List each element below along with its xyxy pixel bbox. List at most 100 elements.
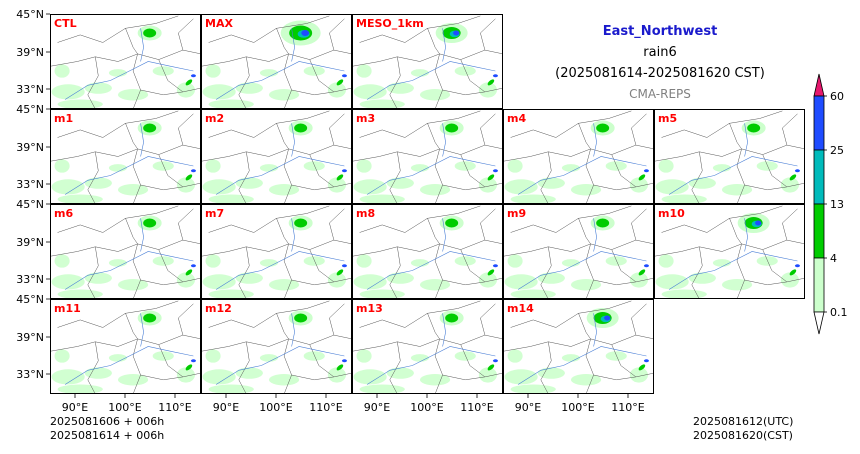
rain-area-light [570, 184, 602, 196]
rain-area-light [51, 179, 85, 195]
rain-area-light [510, 384, 556, 394]
rain-area-light [688, 177, 716, 189]
province-boundary [427, 123, 443, 204]
valid-time-cst: 2025081620(CST) [693, 429, 793, 442]
province-boundary [352, 239, 503, 257]
rain-area-light [478, 272, 497, 288]
rain-area-light [202, 369, 236, 385]
rain-area-light [780, 177, 799, 193]
rain-area-light [356, 64, 372, 78]
province-boundary [540, 341, 552, 394]
province-boundary [125, 218, 141, 299]
rain-area-light [655, 274, 689, 290]
province-boundary [359, 205, 481, 233]
init-time-line-1: 2025081606 + 006h [50, 415, 165, 428]
lon-tick-label: 110°E [611, 401, 644, 414]
rain-area-light [605, 161, 627, 171]
lon-tick-label: 110°E [158, 401, 191, 414]
province-boundary [611, 344, 654, 378]
province-boundary [654, 144, 805, 162]
rain-area-light [537, 177, 565, 189]
river-line [291, 218, 295, 252]
rain-area-light [303, 256, 325, 266]
rain-area-light [780, 272, 799, 288]
province-boundary [201, 334, 352, 352]
province-boundary [578, 123, 594, 204]
lat-tick-label: 45°N [16, 103, 44, 116]
rain-area-intense [341, 74, 347, 78]
panel-frame [654, 109, 805, 204]
rain-area-light [176, 367, 195, 383]
province-boundary [661, 205, 783, 233]
province-boundary [208, 205, 330, 233]
rain-area-light [57, 99, 103, 109]
rain-area-intense [190, 264, 196, 268]
colorbar-segment [813, 149, 825, 205]
province-boundary [158, 154, 201, 188]
rain-area-light [454, 66, 476, 76]
province-boundary [329, 113, 345, 146]
province-boundary [140, 374, 183, 381]
rain-area-light [356, 349, 372, 363]
rain-area-moderate [445, 313, 459, 323]
lon-tick-label: 100°E [561, 401, 594, 414]
rain-area-light [176, 177, 195, 193]
rain-area-intense [794, 169, 800, 173]
rain-area-light [327, 367, 346, 383]
province-boundary [442, 184, 485, 191]
rain-area-light [57, 289, 103, 299]
rain-area-light [419, 279, 451, 291]
colorbar-extend-max [813, 73, 825, 97]
panel-label: m11 [54, 302, 81, 315]
rain-area-light [108, 164, 128, 172]
rain-area-light [537, 272, 565, 284]
panel-label: m14 [507, 302, 534, 315]
province-boundary [359, 110, 481, 138]
rain-area-light [356, 159, 372, 173]
rain-area-moderate [487, 174, 495, 181]
province-boundary [427, 218, 443, 299]
rain-area-light [84, 367, 112, 379]
province-boundary [359, 15, 481, 43]
province-boundary [389, 341, 401, 394]
river-line [744, 123, 748, 157]
rain-area-moderate [143, 218, 157, 228]
rain-area-light [268, 279, 300, 291]
province-boundary [276, 313, 292, 394]
rain-area-light [208, 194, 254, 204]
river-line [517, 156, 647, 195]
rain-area-moderate [294, 313, 308, 323]
rain-area-light [510, 194, 556, 204]
province-boundary [238, 341, 250, 394]
rain-area-light [84, 272, 112, 284]
rain-area-intense [492, 359, 498, 363]
colorbar-level-label: 0.1 [830, 306, 848, 319]
period-title: (2025081614-2025081620 CST) [555, 66, 765, 81]
province-boundary [201, 144, 352, 162]
rain-area-light [410, 259, 430, 267]
rain-area-light [605, 256, 627, 266]
rain-area-light [353, 179, 387, 195]
province-boundary [158, 249, 201, 283]
rain-area-light [176, 272, 195, 288]
rain-area-light [504, 179, 538, 195]
province-boundary [291, 374, 334, 381]
river-line [291, 313, 295, 347]
rain-area-intense [604, 315, 611, 321]
river-line [215, 156, 345, 195]
river-line [366, 61, 496, 100]
province-boundary [309, 249, 352, 283]
rain-area-light [303, 351, 325, 361]
rain-area-moderate [143, 28, 157, 38]
panel-label: m1 [54, 112, 73, 125]
ensemble-panel [352, 109, 503, 204]
rain-area-light [359, 384, 405, 394]
lat-tick-label: 45°N [16, 293, 44, 306]
river-line [668, 251, 798, 290]
province-boundary [593, 184, 636, 191]
river-line [215, 346, 345, 385]
init-time-line-2: 2025081614 + 006h [50, 429, 165, 442]
rain-area-light [419, 89, 451, 101]
